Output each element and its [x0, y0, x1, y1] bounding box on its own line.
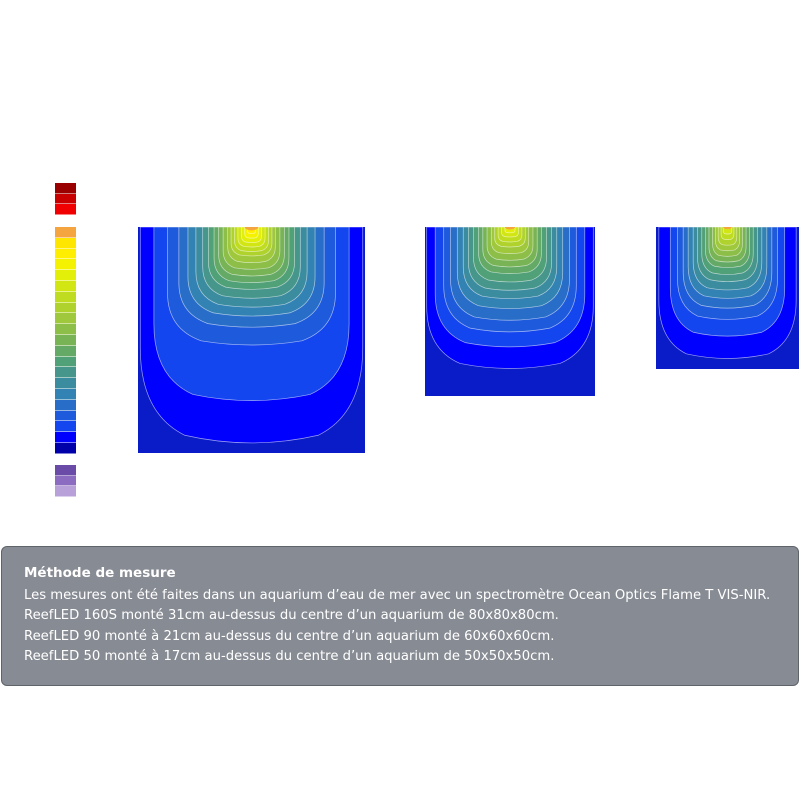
legend-swatch — [55, 356, 76, 368]
legend-swatch — [55, 465, 76, 476]
legend-swatch — [55, 259, 76, 271]
legend-swatch — [55, 410, 76, 422]
legend-swatch — [55, 443, 76, 454]
par-map-reefled-90 — [425, 227, 595, 396]
legend-swatch — [55, 324, 76, 335]
contour-peak — [244, 227, 259, 231]
info-line: ReefLED 90 monté à 21cm au-dessus du cen… — [24, 628, 555, 644]
legend-swatch — [55, 335, 76, 346]
legend-swatch — [55, 204, 76, 216]
info-line: ReefLED 50 monté à 17cm au-dessus du cen… — [24, 649, 555, 664]
contour-peak — [504, 227, 516, 230]
legend-swatch — [55, 399, 76, 411]
legend-swatch — [55, 432, 76, 443]
legend-swatch — [55, 291, 76, 303]
legend-swatch — [55, 270, 76, 281]
legend-swatch — [55, 389, 76, 400]
legend-swatch — [55, 281, 76, 292]
par-map-reefled-50 — [656, 227, 799, 369]
legend-swatch — [55, 345, 76, 357]
legend-swatch — [55, 421, 76, 433]
legend-swatch — [55, 302, 76, 314]
legend-swatch — [55, 248, 76, 260]
par-map-reefled-160s — [138, 227, 365, 453]
legend-swatch — [55, 227, 76, 238]
info-line: ReefLED 160S monté 31cm au-dessus du cen… — [24, 608, 559, 623]
legend-swatch — [55, 193, 76, 205]
measurement-method-box: Méthode de mesure Les mesures ont été fa… — [1, 546, 799, 686]
info-title: Méthode de mesure — [24, 565, 176, 581]
info-line: Les mesures ont été faites dans un aquar… — [24, 587, 771, 603]
legend-swatch — [55, 486, 76, 498]
legend-swatch — [55, 237, 76, 249]
legend-swatch — [55, 183, 76, 194]
legend-swatch — [55, 475, 76, 487]
contour-peak — [723, 227, 732, 230]
legend-swatch — [55, 313, 76, 325]
legend-swatch — [55, 367, 76, 379]
legend-swatch — [55, 378, 76, 389]
